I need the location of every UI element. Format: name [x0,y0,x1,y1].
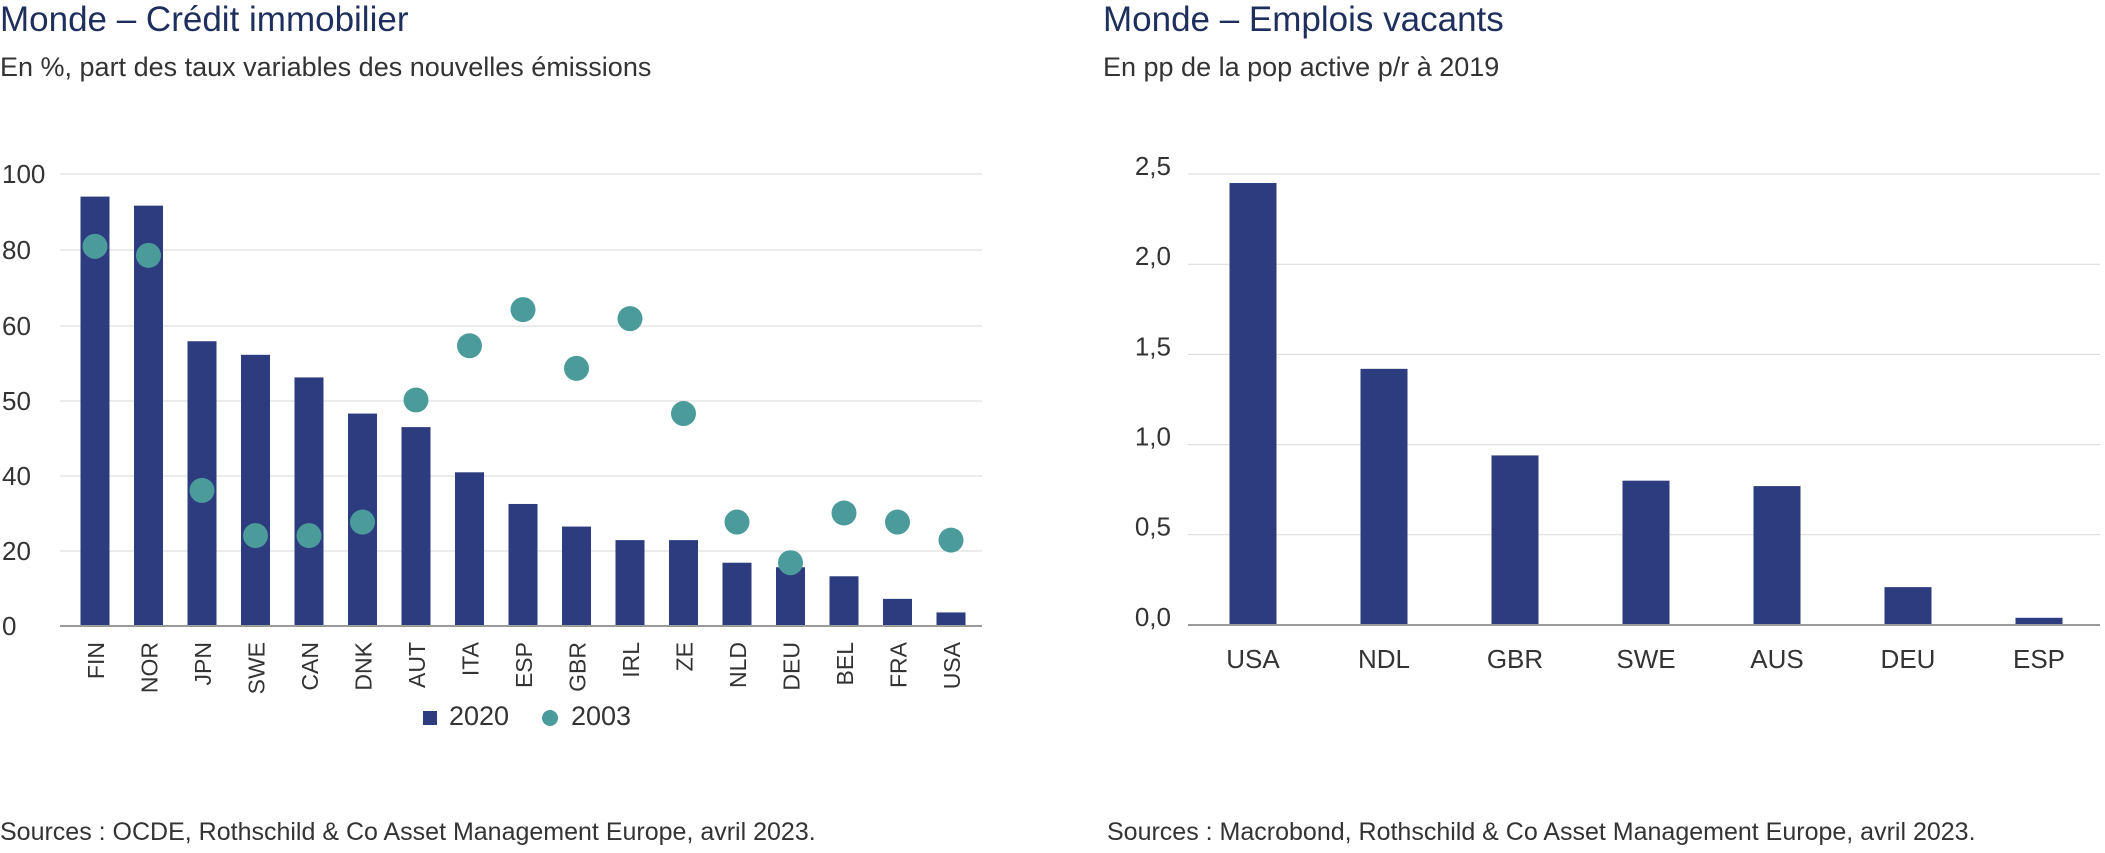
legend-label-2003: 2003 [571,701,631,731]
bar [455,472,484,626]
legend-label-2020: 2020 [449,701,509,731]
dot [243,523,268,549]
x-tick-label: SWE [1616,644,1675,674]
y-tick-label: 2,5 [1135,151,1171,181]
x-tick-label: ESP [2013,644,2065,674]
bar [776,567,805,626]
dot [296,523,322,549]
x-tick-label: ITA [458,641,484,676]
x-tick-label: ZE [672,642,698,671]
y-tick-label: 1,0 [1135,421,1171,451]
dot [617,306,643,332]
legend-swatch-2003 [542,710,558,726]
legend-swatch-2020 [423,711,437,725]
chart-source: Sources : OCDE, Rothschild & Co Asset Ma… [0,818,816,846]
x-tick-label: IRL [618,642,644,678]
y-tick-label: 50 [2,386,31,416]
bar [1491,455,1539,625]
x-tick-label: USA [1226,644,1280,674]
chart-source: Sources : Macrobond, Rothschild & Co Ass… [1107,818,1976,846]
bar [2015,617,2063,625]
dot [136,242,161,268]
dot [885,509,910,535]
y-tick-label: 0,5 [1135,512,1171,542]
x-tick-label: GBR [565,642,591,692]
x-tick-label: FRA [886,641,912,688]
bar [936,612,966,626]
x-tick-label: SWE [244,642,270,694]
dot [671,401,696,427]
dot [82,233,108,259]
x-tick-label: AUT [404,642,430,688]
chart-title: Monde – Crédit immobilier [0,0,409,39]
bar [562,526,591,626]
x-tick-label: NLD [725,642,751,688]
bar [80,196,110,626]
chart-subtitle: En pp de la pop active p/r à 2019 [1103,52,1500,82]
chart-panel-mortgage: Monde – Crédit immobilier En %, part des… [0,0,1000,853]
bar [669,540,698,626]
x-tick-label: ESP [511,642,537,688]
bar [1360,368,1408,625]
x-tick-label: DEU [1881,644,1936,674]
y-tick-label: 1,5 [1135,331,1171,361]
bar [1229,183,1277,625]
dot [350,509,375,535]
chart-panel-vacancies: Monde – Emplois vacants En pp de la pop … [1103,0,2105,853]
dot [564,355,589,381]
x-tick-label: GBR [1487,644,1543,674]
bar [1884,587,1932,625]
x-tick-label: NOR [137,642,163,693]
bar [134,205,163,626]
bar [829,576,859,626]
bar [1622,480,1670,625]
y-tick-label: 20 [2,536,31,566]
chart-title: Monde – Emplois vacants [1103,0,1504,39]
dot [510,297,536,323]
x-tick-label: DNK [351,641,377,690]
y-tick-label: 40 [2,461,31,491]
vacancies-chart: 0,0 0,5 1,0 1,5 2,0 2,5 USA NDL GBR SWE AUS DEU ESP [1135,151,2100,674]
y-tick-label: 60 [2,311,31,341]
dot [831,500,857,526]
dot [189,477,215,503]
dot [724,509,750,535]
y-tick-label: 2,0 [1135,241,1171,271]
bar [883,598,912,626]
chart-subtitle: En %, part des taux variables des nouvel… [0,52,652,82]
y-tick-label: 80 [2,235,31,265]
bar [722,562,752,626]
mortgage-chart: 0 20 40 50 60 80 100 FIN NOR JPN SWE CAN DNK AUT ITA ES… [2,159,982,731]
x-tick-label: USA [939,641,965,689]
bar [241,354,270,626]
bar [508,503,538,626]
y-tick-label: 100 [2,159,45,189]
bar [401,427,431,626]
x-tick-label: JPN [190,642,216,685]
bar [294,377,324,626]
dot [457,333,482,359]
bar [1753,486,1801,625]
dot [403,387,429,413]
x-tick-label: CAN [297,642,323,691]
y-tick-label: 0,0 [1135,602,1171,632]
x-tick-label: FIN [83,642,109,679]
bar [615,540,645,626]
x-tick-label: AUS [1750,644,1803,674]
x-tick-label: DEU [779,642,805,691]
x-tick-label: BEL [832,642,858,686]
dot [778,550,803,576]
dot [938,527,964,553]
x-tick-label: NDL [1358,644,1410,674]
y-tick-label: 0 [2,611,16,641]
